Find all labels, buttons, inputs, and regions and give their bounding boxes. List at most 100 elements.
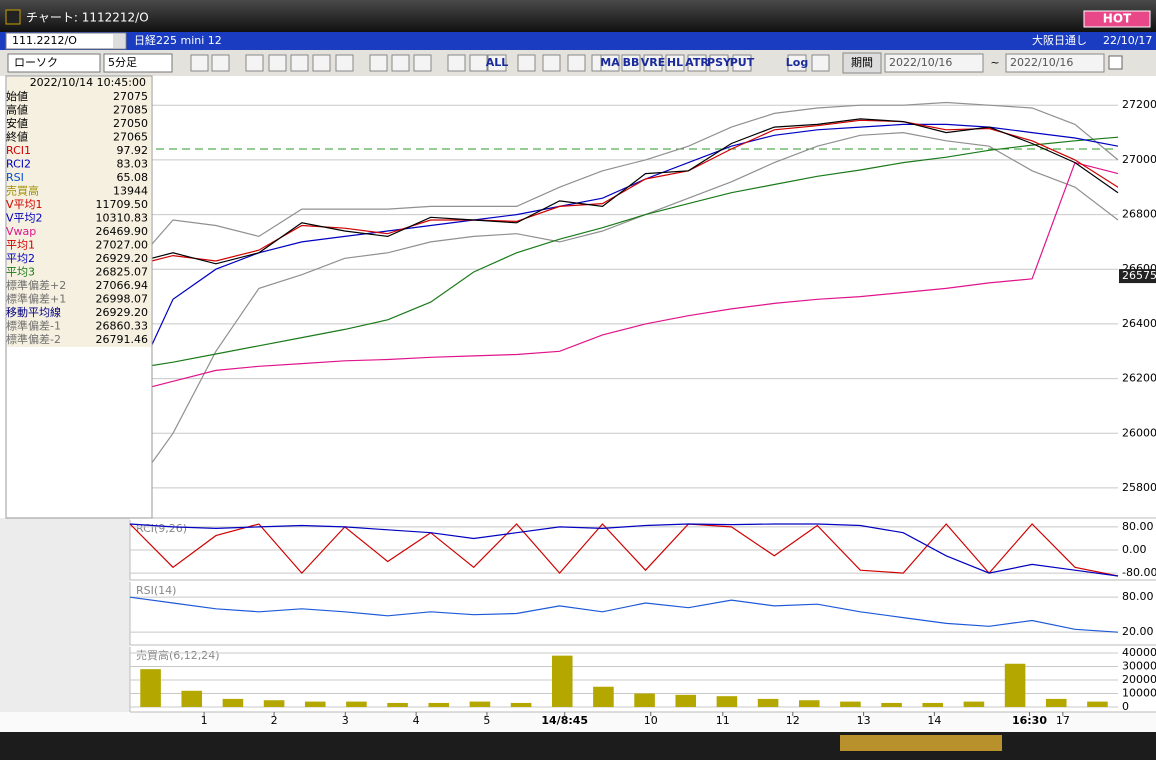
x-tick-label: 14/8:45 — [541, 714, 588, 727]
range-separator: ~ — [990, 56, 999, 69]
checkbox[interactable] — [1108, 55, 1123, 70]
range-label: 期間 — [851, 56, 873, 69]
y-tick-label: 26200 — [1122, 372, 1156, 385]
series-line — [129, 523, 1119, 577]
info-label: 平均1 — [6, 239, 35, 252]
tool-icon[interactable] — [469, 54, 488, 72]
info-label: RCI1 — [6, 144, 31, 157]
volume-bar — [222, 698, 244, 707]
tool-button[interactable] — [643, 54, 663, 72]
info-label: 標準偏差+2 — [6, 278, 66, 292]
tool-button[interactable] — [732, 54, 752, 72]
x-tick-label: 17 — [1056, 714, 1070, 727]
x-tick-label: 11 — [716, 714, 730, 727]
info-label: V平均1 — [6, 198, 43, 211]
tool-button-label: PSY — [707, 56, 732, 69]
info-label: 安値 — [6, 116, 28, 130]
y-tick-label: 30000 — [1122, 659, 1156, 672]
tool-icon[interactable] — [312, 54, 331, 72]
info-panel-top — [7, 77, 151, 347]
info-label: 売買高 — [6, 184, 39, 198]
info-value: 27065 — [113, 131, 148, 144]
chart-type-select[interactable] — [7, 53, 101, 73]
volume-bar — [675, 694, 697, 707]
info-value: 13944 — [113, 185, 148, 198]
info-label: 終値 — [6, 130, 28, 144]
tool-icon[interactable] — [369, 54, 388, 72]
tool-icon[interactable] — [268, 54, 287, 72]
left-gutter — [0, 518, 130, 712]
tool-icon[interactable] — [567, 54, 586, 72]
volume-bar — [1087, 701, 1108, 707]
tool-icon[interactable] — [413, 54, 432, 72]
tool-button[interactable] — [787, 54, 807, 72]
hot-button[interactable] — [1083, 10, 1151, 28]
tool-icon[interactable] — [391, 54, 410, 72]
info-label: 始値 — [6, 89, 28, 103]
period-select[interactable] — [103, 53, 173, 73]
info-value: 10310.83 — [96, 212, 149, 225]
tool-button[interactable] — [687, 54, 707, 72]
y-tick-label: -80.00 — [1122, 566, 1156, 579]
tool-icon[interactable] — [211, 54, 230, 72]
volume-bar — [1045, 698, 1067, 707]
info-label: RSI — [6, 171, 24, 184]
volume-bar — [757, 698, 779, 707]
volume-bar — [428, 702, 450, 707]
from-input[interactable] — [884, 53, 984, 73]
code-input[interactable] — [5, 32, 127, 50]
tool-icon[interactable] — [517, 54, 536, 72]
volume-bar — [840, 701, 861, 707]
chart-area — [0, 76, 1156, 732]
series-line — [129, 123, 1119, 393]
info-label: 標準偏差+1 — [6, 292, 66, 306]
tool-icon[interactable] — [190, 54, 209, 72]
series-line — [129, 596, 1119, 633]
price-tag-label: 26575 — [1122, 269, 1156, 282]
to-input[interactable] — [1005, 53, 1105, 73]
tool-icon[interactable] — [335, 54, 354, 72]
tool-button[interactable] — [709, 54, 729, 72]
panel-title: RSI(14) — [136, 584, 176, 597]
tool-button-label: VRE — [641, 56, 666, 69]
volume-bar — [798, 700, 820, 707]
info-label: 標準偏差-1 — [6, 319, 61, 333]
y-tick-label: 25800 — [1122, 481, 1156, 494]
scroll-thumb[interactable] — [840, 735, 1002, 751]
volume-bar — [304, 701, 326, 707]
tool-icon[interactable] — [542, 54, 561, 72]
info-value: 26998.07 — [96, 293, 149, 306]
tool-icon[interactable] — [290, 54, 309, 72]
tool-icon[interactable] — [811, 54, 830, 72]
series-line — [129, 118, 1119, 265]
x-tick-label: 10 — [644, 714, 658, 727]
x-tick-label: 5 — [483, 714, 490, 727]
volume-bar — [881, 702, 902, 707]
code-dropdown[interactable] — [113, 34, 125, 48]
y-tick-label: 0.00 — [1122, 543, 1147, 556]
tool-button[interactable] — [600, 54, 620, 72]
tool-button[interactable] — [621, 54, 641, 72]
tool-button[interactable] — [665, 54, 685, 72]
tool-button-label: ALL — [486, 56, 509, 69]
window-title: チャート: 1112212/O — [26, 11, 149, 25]
info-value: 27075 — [113, 90, 148, 103]
x-tick-label: 13 — [857, 714, 871, 727]
from-date: 2022/10/16 — [889, 56, 952, 69]
x-tick-label: 3 — [342, 714, 349, 727]
x-tick-label: 12 — [786, 714, 800, 727]
volume-bar — [387, 702, 408, 707]
x-axis-band — [0, 712, 1156, 732]
tool-icon[interactable] — [245, 54, 264, 72]
tool-button-label: Log — [786, 56, 808, 69]
y-tick-label: 80.00 — [1122, 590, 1154, 603]
header-date: 22/10/17 — [1103, 34, 1152, 47]
tool-icon[interactable] — [447, 54, 466, 72]
info-label: 移動平均線 — [6, 305, 61, 319]
instrument-name: 日経225 mini 12 — [134, 34, 222, 47]
tool-button[interactable] — [487, 54, 507, 72]
hot-label: HOT — [1103, 12, 1132, 26]
volume-bar — [469, 701, 491, 707]
range-button[interactable] — [842, 52, 882, 74]
volume-bar — [593, 686, 614, 707]
